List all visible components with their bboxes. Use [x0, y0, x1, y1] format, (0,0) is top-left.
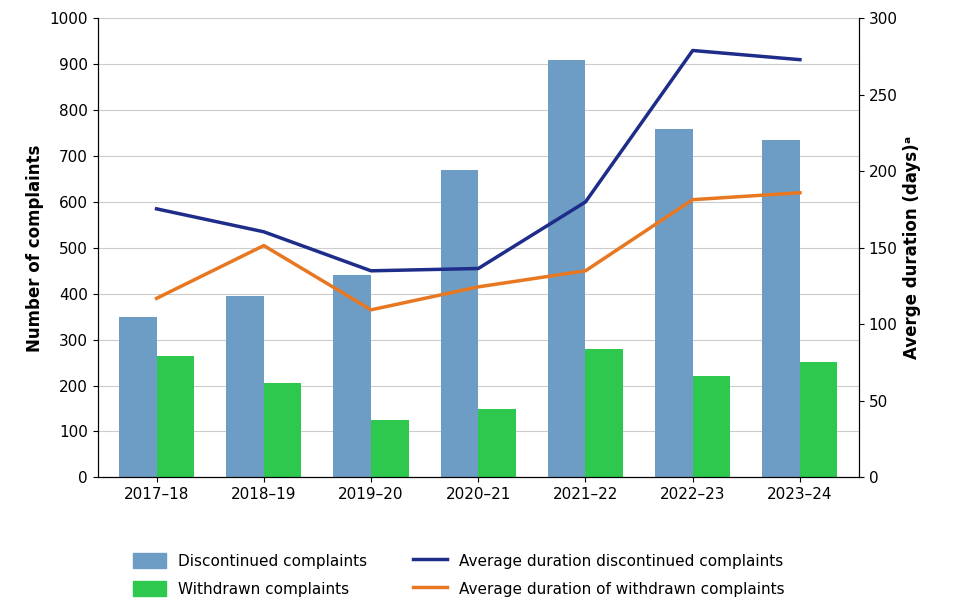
Bar [586, 349, 623, 477]
Bar [548, 60, 586, 477]
Y-axis label: Number of complaints: Number of complaints [25, 144, 44, 351]
Legend: Discontinued complaints, Withdrawn complaints, Average duration discontinued com: Discontinued complaints, Withdrawn compl… [125, 545, 793, 605]
Bar [371, 420, 409, 477]
Bar [119, 317, 156, 477]
Bar [478, 409, 515, 477]
Y-axis label: Averge duration (days)ᵃ: Averge duration (days)ᵃ [903, 136, 921, 359]
Bar [334, 275, 371, 477]
Bar [441, 170, 478, 477]
Bar [226, 296, 264, 477]
Bar [264, 383, 302, 477]
Bar [693, 376, 730, 477]
Bar [156, 356, 194, 477]
Bar [655, 129, 693, 477]
Bar [762, 140, 800, 477]
Bar [800, 362, 837, 477]
